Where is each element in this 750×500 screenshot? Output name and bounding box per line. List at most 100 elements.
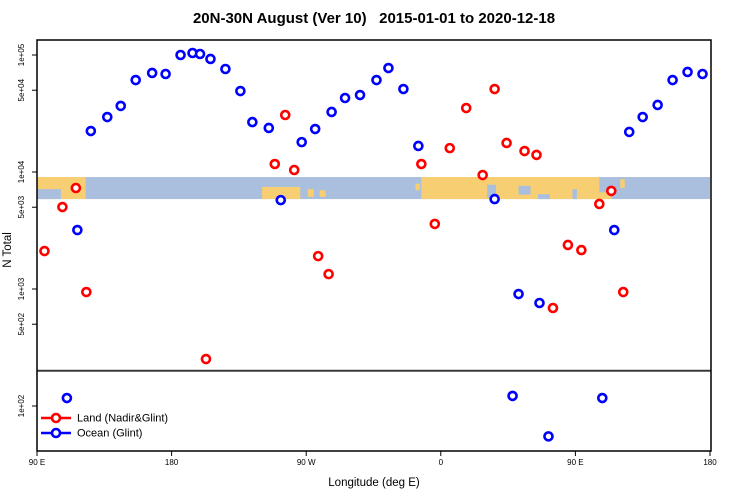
x-tick-label: 90 E (567, 458, 583, 467)
y-tick-label: 5e+02 (17, 312, 26, 335)
x-tick-label: 180 (165, 458, 179, 467)
ocean-point (371, 74, 382, 86)
band-land (307, 189, 314, 197)
x-axis: 90 E 180 90 W 0 90 E 180 (29, 451, 717, 467)
ocean-point (160, 68, 171, 80)
land-point (519, 145, 530, 157)
land-point (288, 164, 300, 176)
y-tick-label: 1e+05 (17, 43, 26, 66)
x-tick-label: 180 (703, 458, 717, 467)
legend-label: Ocean (Glint) (77, 428, 142, 440)
ocean-point (383, 62, 394, 74)
band-land (319, 190, 326, 197)
legend-marker (50, 427, 62, 439)
ocean-point (339, 92, 351, 104)
ocean-point (697, 68, 708, 80)
ocean-point (597, 392, 608, 404)
land-point (562, 239, 574, 251)
land-point (416, 158, 427, 170)
land-point (312, 250, 324, 262)
ocean-point (205, 53, 216, 65)
land-point (547, 302, 559, 314)
land-point (70, 182, 82, 194)
ocean-point (326, 106, 337, 118)
legend-marker (50, 412, 62, 424)
ocean-point (115, 100, 127, 112)
land-point (57, 201, 68, 213)
land-point (605, 185, 617, 197)
land-point (429, 218, 441, 230)
ocean-point (175, 49, 186, 61)
land-point (279, 109, 291, 121)
ocean-point (534, 297, 545, 309)
plot-frame (36, 39, 712, 452)
ocean-point (61, 392, 73, 404)
land-point (39, 245, 50, 257)
ocean-point (72, 224, 83, 236)
band-land (421, 177, 600, 200)
land-point (444, 142, 456, 154)
ocean-point (146, 67, 158, 79)
y-tick-label: 1e+03 (17, 277, 26, 300)
ocean-point (652, 99, 663, 111)
ocean-point (101, 111, 113, 123)
y-tick-label: 1e+02 (17, 394, 26, 417)
y-tick-label: 5e+04 (17, 78, 26, 101)
chart-title: 20N-30N August (Ver 10) 2015-01-01 to 20… (193, 10, 555, 27)
ocean-point (637, 111, 649, 123)
land-point (489, 83, 500, 95)
land-point (531, 149, 542, 161)
land-point (269, 158, 281, 170)
ocean-point (398, 83, 409, 95)
band-ocean-patch (37, 189, 61, 200)
land-point (617, 286, 629, 298)
land-point (323, 268, 334, 280)
band-land (415, 183, 420, 191)
band-land (620, 179, 625, 189)
ocean-point (296, 136, 308, 148)
legend: Land (Nadir&Glint) Ocean (Glint) (41, 413, 168, 440)
ocean-point (309, 123, 321, 135)
land-point (81, 286, 92, 298)
band-ocean-patch (572, 189, 577, 200)
band-ocean-patch (487, 184, 497, 198)
band-ocean-patch (518, 185, 531, 195)
ocean-point (263, 122, 275, 134)
legend-label: Land (Nadir&Glint) (77, 413, 168, 425)
ocean-point (220, 63, 231, 75)
ocean-point (194, 48, 206, 60)
ocean-point (85, 125, 97, 137)
y-axis: 1e+05 5e+04 1e+04 5e+03 1e+03 5e+02 1e+02 (17, 43, 37, 417)
land-point (477, 169, 488, 181)
band-land (262, 186, 301, 200)
ocean-point (275, 194, 287, 206)
y-tick-label: 5e+03 (17, 195, 26, 218)
ocean-point (623, 126, 635, 138)
map-band (37, 177, 710, 200)
land-point (501, 137, 512, 149)
x-tick-label: 90 E (29, 458, 45, 467)
band-land (599, 192, 612, 200)
y-axis-title: N Total (2, 232, 14, 268)
land-point (200, 353, 212, 365)
ocean-point (489, 193, 500, 205)
x-tick-label: 90 W (297, 458, 316, 467)
ocean-point (247, 116, 258, 128)
ocean-point (682, 66, 693, 78)
land-point (576, 244, 587, 256)
ocean-point (513, 288, 524, 300)
y-tick-label: 1e+04 (17, 160, 26, 183)
ocean-series (61, 47, 708, 442)
ocean-point (543, 431, 554, 442)
land-series (39, 83, 629, 365)
ocean-point (507, 390, 518, 402)
ocean-point (667, 74, 678, 86)
ocean-point (608, 224, 620, 236)
ocean-point (130, 74, 142, 86)
land-point (460, 102, 472, 114)
land-point (594, 198, 605, 210)
ocean-point (354, 89, 366, 101)
x-axis-title: Longitude (deg E) (328, 477, 420, 489)
ocean-point (413, 140, 424, 152)
